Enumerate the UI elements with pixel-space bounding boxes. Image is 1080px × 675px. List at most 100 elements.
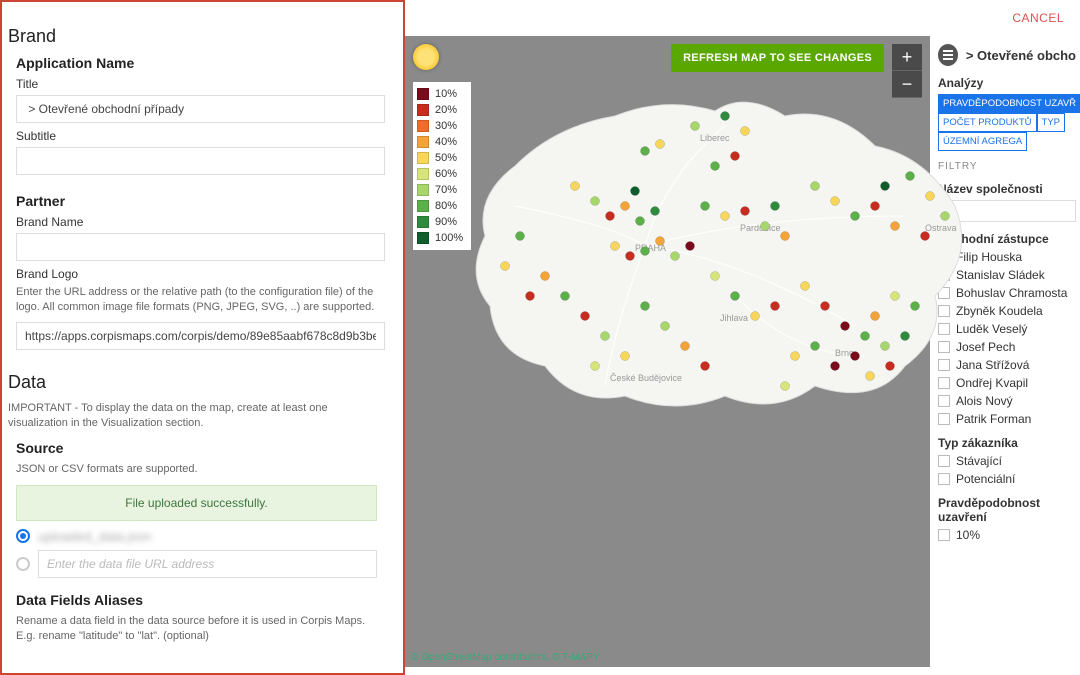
data-point[interactable]	[906, 172, 915, 181]
data-point[interactable]	[516, 232, 525, 241]
legend-label: 40%	[435, 136, 457, 148]
city-label: Liberec	[700, 133, 730, 143]
data-point[interactable]	[741, 127, 750, 136]
data-point[interactable]	[831, 362, 840, 371]
sun-icon	[413, 44, 439, 70]
data-point[interactable]	[656, 237, 665, 246]
data-point[interactable]	[581, 312, 590, 321]
data-point[interactable]	[801, 282, 810, 291]
data-point[interactable]	[641, 247, 650, 256]
data-point[interactable]	[686, 242, 695, 251]
data-point[interactable]	[741, 207, 750, 216]
source-heading: Source	[16, 440, 385, 456]
data-point[interactable]	[626, 252, 635, 261]
source-option-file[interactable]: uploaded_data.json	[16, 529, 377, 544]
data-point[interactable]	[791, 352, 800, 361]
data-point[interactable]	[571, 182, 580, 191]
data-point[interactable]	[851, 352, 860, 361]
data-point[interactable]	[841, 322, 850, 331]
data-point[interactable]	[771, 302, 780, 311]
data-point[interactable]	[866, 372, 875, 381]
data-point[interactable]	[621, 352, 630, 361]
data-point[interactable]	[871, 202, 880, 211]
data-point[interactable]	[526, 292, 535, 301]
data-point[interactable]	[611, 242, 620, 251]
data-point[interactable]	[711, 272, 720, 281]
radio-icon	[16, 529, 30, 543]
prob-checkbox[interactable]: 10%	[938, 528, 1076, 542]
legend-swatch	[417, 136, 429, 148]
data-point[interactable]	[641, 302, 650, 311]
data-point[interactable]	[691, 122, 700, 131]
data-point[interactable]	[891, 292, 900, 301]
data-point[interactable]	[701, 362, 710, 371]
data-point[interactable]	[631, 187, 640, 196]
source-url-input[interactable]	[38, 550, 377, 578]
title-input[interactable]	[16, 95, 385, 123]
data-point[interactable]	[781, 382, 790, 391]
data-point[interactable]	[711, 162, 720, 171]
data-point[interactable]	[881, 182, 890, 191]
data-point[interactable]	[621, 202, 630, 211]
data-point[interactable]	[731, 152, 740, 161]
data-point[interactable]	[891, 222, 900, 231]
data-point[interactable]	[781, 232, 790, 241]
city-label: České Budějovice	[610, 373, 682, 383]
data-point[interactable]	[941, 212, 950, 221]
data-point[interactable]	[721, 112, 730, 121]
map[interactable]: PRAHAPardubiceLiberecOstravaJihlavaČeské…	[405, 36, 930, 667]
custtype-checkbox[interactable]: Stávající	[938, 454, 1076, 468]
data-point[interactable]	[851, 212, 860, 221]
source-option-url[interactable]	[16, 550, 377, 578]
data-point[interactable]	[651, 207, 660, 216]
custtype-checkbox[interactable]: Potenciální	[938, 472, 1076, 486]
data-point[interactable]	[541, 272, 550, 281]
data-point[interactable]	[811, 182, 820, 191]
legend-row: 10%	[417, 86, 463, 102]
data-point[interactable]	[901, 332, 910, 341]
data-point[interactable]	[731, 292, 740, 301]
data-point[interactable]	[861, 332, 870, 341]
aliases-heading: Data Fields Aliases	[16, 592, 385, 608]
data-point[interactable]	[871, 312, 880, 321]
data-point[interactable]	[771, 202, 780, 211]
data-point[interactable]	[681, 342, 690, 351]
data-point[interactable]	[751, 312, 760, 321]
data-point[interactable]	[921, 232, 930, 241]
panel-title: > Otevřené obcho	[966, 48, 1076, 63]
brandlogo-label: Brand Logo	[16, 267, 385, 281]
data-point[interactable]	[811, 342, 820, 351]
data-point[interactable]	[761, 222, 770, 231]
cancel-button[interactable]: CANCEL	[1012, 11, 1064, 25]
subtitle-input[interactable]	[16, 147, 385, 175]
data-point[interactable]	[591, 362, 600, 371]
data-point[interactable]	[911, 302, 920, 311]
data-point[interactable]	[821, 302, 830, 311]
data-point[interactable]	[671, 252, 680, 261]
data-point[interactable]	[636, 217, 645, 226]
zoom-out-button[interactable]: −	[892, 71, 922, 98]
data-point[interactable]	[886, 362, 895, 371]
legend-swatch	[417, 88, 429, 100]
data-point[interactable]	[926, 192, 935, 201]
refresh-map-button[interactable]: REFRESH MAP TO SEE CHANGES	[671, 44, 884, 72]
data-point[interactable]	[881, 342, 890, 351]
data-point[interactable]	[656, 140, 665, 149]
data-point[interactable]	[561, 292, 570, 301]
data-point[interactable]	[701, 202, 710, 211]
brandname-input[interactable]	[16, 233, 385, 261]
data-point[interactable]	[641, 147, 650, 156]
data-point[interactable]	[831, 197, 840, 206]
zoom-in-button[interactable]: +	[892, 44, 922, 71]
data-point[interactable]	[501, 262, 510, 271]
legend-row: 100%	[417, 230, 463, 246]
data-point[interactable]	[661, 322, 670, 331]
prob-checkbox-label: 10%	[956, 528, 980, 542]
brandlogo-input[interactable]	[16, 322, 385, 350]
data-point[interactable]	[591, 197, 600, 206]
data-point[interactable]	[601, 332, 610, 341]
data-point[interactable]	[721, 212, 730, 221]
data-point[interactable]	[606, 212, 615, 221]
country-shape: PRAHAPardubiceLiberecOstravaJihlavaČeské…	[435, 56, 975, 456]
analysis-tab[interactable]: TYP	[1037, 113, 1065, 132]
